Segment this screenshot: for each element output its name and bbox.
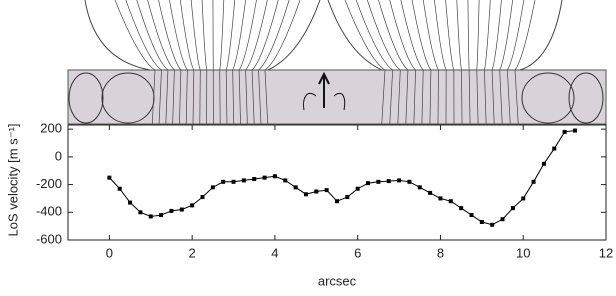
data-point xyxy=(438,196,442,200)
data-point xyxy=(201,195,205,199)
x-tick-label: 12 xyxy=(599,245,613,260)
y-tick-label: -600 xyxy=(36,231,62,246)
x-tick-label: 6 xyxy=(354,245,361,260)
data-line xyxy=(109,131,575,225)
data-point xyxy=(542,162,546,166)
data-point xyxy=(190,203,194,207)
data-point xyxy=(376,180,380,184)
data-point xyxy=(552,147,556,151)
data-point xyxy=(107,176,111,180)
data-point xyxy=(252,177,256,181)
y-axis-label: LoS velocity [m s⁻¹] xyxy=(5,123,20,236)
data-point xyxy=(490,223,494,227)
data-point xyxy=(459,206,463,210)
data-point xyxy=(366,181,370,185)
data-point xyxy=(180,208,184,212)
y-tick-label: -400 xyxy=(36,204,62,219)
data-point xyxy=(283,178,287,182)
data-point xyxy=(356,187,360,191)
x-axis-label: arcsec xyxy=(318,273,357,288)
data-point xyxy=(563,130,567,134)
y-tick-label: 200 xyxy=(40,121,62,136)
x-tick-label: 2 xyxy=(189,245,196,260)
data-point xyxy=(128,201,132,205)
data-point xyxy=(314,190,318,194)
x-tick-label: 4 xyxy=(271,245,278,260)
data-point xyxy=(418,185,422,189)
data-point xyxy=(242,178,246,182)
data-point xyxy=(573,129,577,133)
data-point xyxy=(335,199,339,203)
data-point xyxy=(407,180,411,184)
data-point xyxy=(470,213,474,217)
x-tick-label: 10 xyxy=(516,245,530,260)
y-tick-label: -200 xyxy=(36,176,62,191)
data-point xyxy=(304,192,308,196)
data-point xyxy=(501,217,505,221)
data-point xyxy=(294,185,298,189)
data-point xyxy=(169,209,173,213)
data-point xyxy=(480,220,484,224)
schematic xyxy=(68,0,606,124)
data-point xyxy=(387,179,391,183)
layer-band xyxy=(68,70,606,124)
field-line xyxy=(85,0,562,70)
data-point xyxy=(273,174,277,178)
data-point xyxy=(221,180,225,184)
x-tick-label: 0 xyxy=(106,245,113,260)
data-point xyxy=(532,180,536,184)
data-point xyxy=(397,178,401,182)
y-tick-label: 0 xyxy=(55,148,62,163)
data-point xyxy=(263,176,267,180)
data-point xyxy=(211,185,215,189)
data-point xyxy=(521,196,525,200)
plot-frame xyxy=(68,125,606,240)
x-tick-label: 8 xyxy=(437,245,444,260)
data-point xyxy=(159,213,163,217)
data-point xyxy=(232,180,236,184)
data-point xyxy=(138,210,142,214)
data-point xyxy=(428,191,432,195)
data-point xyxy=(325,188,329,192)
data-point xyxy=(511,206,515,210)
data-point xyxy=(449,199,453,203)
data-point xyxy=(149,214,153,218)
data-point xyxy=(118,187,122,191)
data-point xyxy=(345,195,349,199)
